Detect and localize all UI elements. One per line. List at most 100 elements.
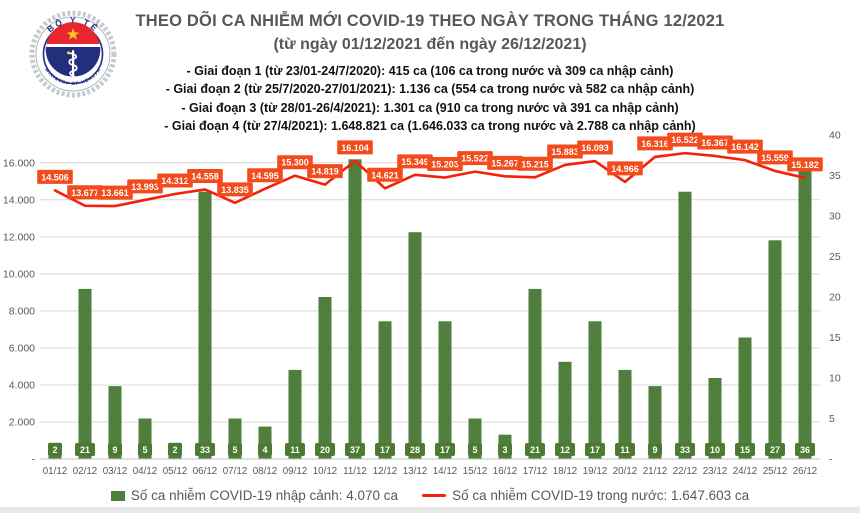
bar-value-label: 5: [142, 445, 147, 455]
right-axis-tick: 20: [829, 292, 841, 304]
bar-value-label: 36: [800, 445, 810, 455]
phase-summary-list: - Giai đoạn 1 (từ 23/01-24/7/2020): 415 …: [0, 62, 860, 135]
bar-value-label-box: [525, 443, 545, 456]
logo-star-icon: [66, 28, 80, 40]
line-value-label-box: [247, 168, 283, 183]
right-axis-tick: 25: [829, 251, 841, 263]
bar-value-label-box: [138, 443, 152, 456]
bar-value-label: 5: [472, 445, 477, 455]
line-value-label-box: [277, 155, 313, 170]
x-axis-date-label: 03/12: [103, 466, 128, 477]
line-value-label-box: [427, 157, 463, 172]
bar-value-label-box: [285, 443, 305, 456]
line-value-label: 14.819: [311, 167, 339, 177]
line-value-label: 13.835: [221, 185, 249, 195]
bar-value-label-box: [315, 443, 335, 456]
bar-value-label: 2: [172, 445, 177, 455]
line-value-label-box: [187, 168, 223, 183]
line-value-label: 16.522: [671, 135, 699, 145]
gridlines: [40, 162, 820, 423]
line-value-label: 16.316: [641, 139, 669, 149]
bar-value-label: 37: [350, 445, 360, 455]
x-axis-date-label: 21/12: [643, 466, 668, 477]
bar-value-label-box: [195, 443, 215, 456]
x-axis-date-label: 25/12: [763, 466, 788, 477]
bar-value-label-box: [705, 443, 725, 456]
legend-imported-cases: Số ca nhiễm COVID-19 nhập cảnh: 4.070 ca: [110, 488, 398, 503]
line-value-label: 15.559: [761, 153, 789, 163]
line-value-label: 16.142: [731, 142, 759, 152]
line-series-swatch-icon: [422, 494, 447, 497]
bar-value-label-box: [168, 443, 182, 456]
bar-value-label: 12: [560, 445, 570, 455]
bar-value-label-box: [765, 443, 785, 456]
chart-title: THEO DÕI CA NHIỄM MỚI COVID-19 THEO NGÀY…: [135, 12, 725, 30]
bar-value-label-box: [555, 443, 575, 456]
line-value-label-box: [307, 164, 343, 179]
bar-value-label: 21: [80, 445, 90, 455]
bar-series-swatch-icon: [110, 490, 125, 501]
line-value-label-box: [637, 136, 673, 151]
line-value-label-box: [67, 185, 103, 200]
line-value-label: 14.506: [41, 172, 69, 182]
bar: [408, 232, 422, 459]
line-value-label: 14.312: [161, 176, 189, 186]
bar: [618, 369, 632, 459]
line-value-label-box: [757, 150, 793, 165]
bar-value-label-box: [228, 443, 242, 456]
bar-value-label: 15: [740, 445, 750, 455]
bar-value-label-box: [435, 443, 455, 456]
bar-value-label: 11: [620, 445, 630, 455]
left-axis-tick: -: [32, 454, 36, 466]
line-value-label-box: [697, 135, 733, 150]
phase-3-summary: - Giai đoạn 3 (từ 28/01-26/4/2021): 1.30…: [181, 100, 679, 115]
line-value-label: 14.966: [611, 164, 639, 174]
left-axis-tick: 2.000: [9, 416, 35, 428]
bar: [708, 378, 722, 459]
bar: [318, 297, 332, 459]
bar-value-label: 9: [652, 445, 657, 455]
right-axis-tick: 35: [829, 170, 841, 182]
bar-value-label-box: [795, 443, 815, 456]
line-value-label: 13.661: [101, 188, 129, 198]
line-value-label-box: [337, 140, 373, 155]
ministry-of-health-logo: BỘ Y TẾ MINISTRY OF HEALTH: [29, 10, 117, 98]
logo-snake-head: [66, 51, 71, 55]
line-value-label: 16.104: [341, 143, 369, 153]
x-axis-date-label: 05/12: [163, 466, 188, 477]
legend-domestic-label: Số ca nhiễm COVID-19 trong nước: 1.647.6…: [452, 488, 750, 503]
line-value-label: 15.267: [491, 158, 519, 168]
left-axis-tick: 16.000: [3, 157, 35, 169]
chart-legend: Số ca nhiễm COVID-19 nhập cảnh: 4.070 ca…: [0, 488, 860, 503]
x-axis-labels: 01/12 02/12 03/12 04/12 05/12 06/12 07/12 08/12…: [43, 466, 818, 477]
bar-value-label-box: [615, 443, 635, 456]
bar-value-label-box: [108, 443, 122, 456]
bar-value-label: 10: [710, 445, 720, 455]
bar-value-label: 21: [530, 445, 540, 455]
line-value-label: 15.883: [551, 147, 579, 157]
bar-value-label: 4: [262, 445, 267, 455]
x-axis-date-label: 22/12: [673, 466, 698, 477]
right-axis-tick: 15: [829, 332, 841, 344]
bar-value-label: 9: [112, 445, 117, 455]
left-axis-tick: 10.000: [3, 268, 35, 280]
line-value-label-box: [727, 139, 763, 154]
line-value-label: 15.522: [461, 154, 489, 164]
bar-value-label-box: [258, 443, 272, 456]
x-axis-date-label: 09/12: [283, 466, 308, 477]
left-axis-tick: 4.000: [9, 379, 35, 391]
x-axis-date-label: 01/12: [43, 466, 68, 477]
line-value-label-box: [157, 173, 193, 188]
bar-value-label-box: [468, 443, 482, 456]
bar-value-label-box: [405, 443, 425, 456]
line-value-label: 16.367: [701, 138, 729, 148]
bar-value-label: 5: [232, 445, 237, 455]
x-axis-date-label: 18/12: [553, 466, 578, 477]
bar-value-label: 20: [320, 445, 330, 455]
x-axis-date-label: 14/12: [433, 466, 458, 477]
line-value-label-box: [517, 156, 553, 171]
bar-value-label: 17: [380, 445, 390, 455]
line-value-label: 14.595: [251, 171, 279, 181]
bar: [558, 361, 572, 459]
